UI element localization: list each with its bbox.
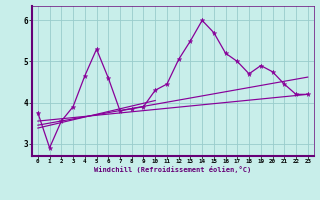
X-axis label: Windchill (Refroidissement éolien,°C): Windchill (Refroidissement éolien,°C) xyxy=(94,166,252,173)
